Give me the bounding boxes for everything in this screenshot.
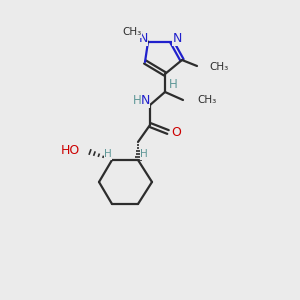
Text: HO: HO <box>61 143 80 157</box>
Text: CH₃: CH₃ <box>209 62 228 72</box>
Text: N: N <box>140 94 150 107</box>
Text: H: H <box>140 149 148 159</box>
Text: CH₃: CH₃ <box>122 27 142 37</box>
Text: N: N <box>138 32 148 46</box>
Text: H: H <box>104 149 112 159</box>
Text: H: H <box>133 94 141 107</box>
Text: N: N <box>172 32 182 46</box>
Text: H: H <box>169 79 177 92</box>
Text: O: O <box>171 127 181 140</box>
Text: CH₃: CH₃ <box>197 95 216 105</box>
